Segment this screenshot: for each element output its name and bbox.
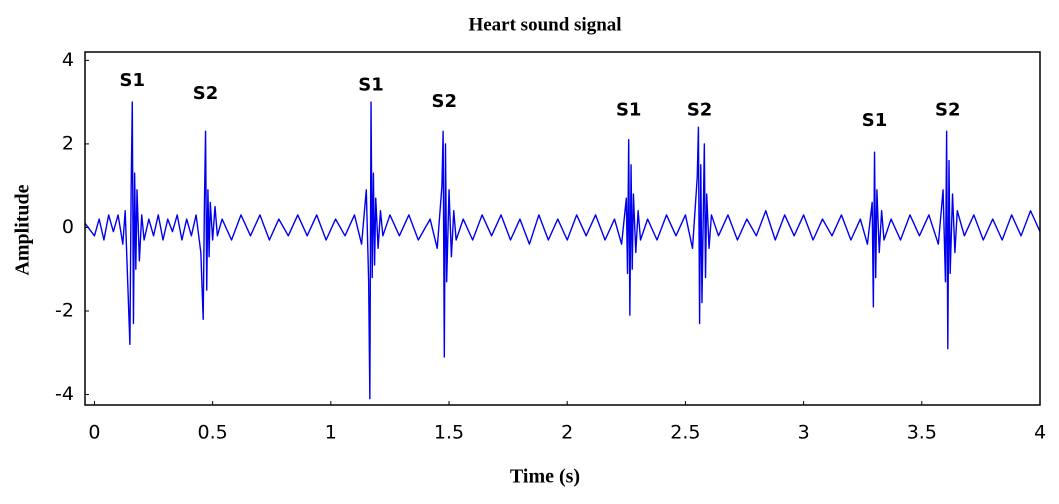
x-tick-label: 2 [561,422,573,444]
x-tick-label: 1.5 [434,422,464,444]
annotation: S2 [935,99,961,120]
x-tick-label: 4 [1034,422,1046,444]
plot-frame [84,51,1041,406]
signal-line [84,101,1041,400]
x-tick-label: 2.5 [670,422,700,444]
annotation: S1 [616,99,642,120]
x-axis-label: Time (s) [510,466,580,488]
y-axis-label: Amplitude [12,184,34,275]
y-tick-label: 4 [62,49,74,71]
x-tick-label: 3.5 [907,422,937,444]
y-tick-label: -2 [55,300,74,322]
annotation: S1 [120,70,146,91]
x-tick-label: 0.5 [198,422,228,444]
x-tick-label: 1 [325,422,337,444]
annotation: S2 [687,99,713,120]
y-tick-label: -4 [55,383,74,405]
annotation: S2 [432,91,458,112]
x-tick-label: 0 [88,422,100,444]
annotation: S2 [193,83,219,104]
x-tick-label: 3 [798,422,810,444]
y-tick-label: 0 [62,216,74,238]
chart-title: Heart sound signal [468,14,621,35]
annotation: S1 [358,74,384,95]
y-tick-label: 2 [62,132,74,154]
annotation: S1 [862,110,888,131]
